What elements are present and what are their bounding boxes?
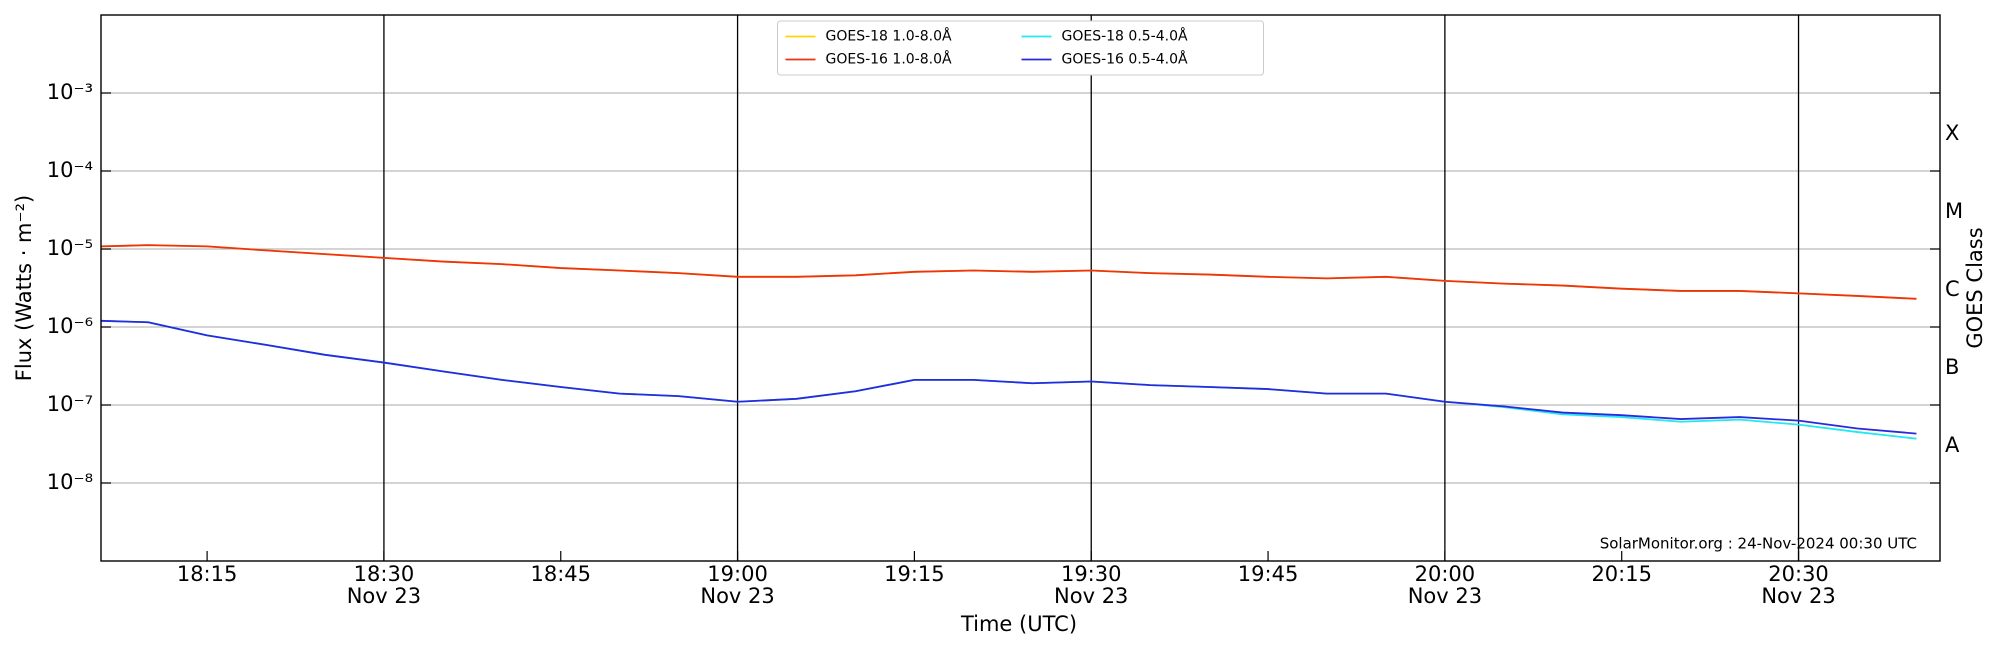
series-line: [100, 319, 1917, 440]
x-tick-label: 18:15: [177, 562, 238, 586]
annotation: SolarMonitor.org : 24-Nov-2024 00:30 UTC: [1600, 535, 1917, 553]
legend: GOES-18 1.0-8.0Å GOES-16 1.0-8.0Å GOES-18 …: [777, 20, 1264, 76]
x-tick-label: 18:45: [530, 562, 591, 586]
x-tick-label: 19:15: [884, 562, 945, 586]
x-tick-label: 19:00: [707, 562, 768, 586]
y-tick-label: 10⁻⁴: [47, 158, 93, 182]
x-tick-label: 20:00: [1415, 562, 1476, 586]
series-line: [100, 244, 1917, 300]
y-tick-label: 10⁻⁸: [47, 470, 93, 494]
x-tick-label: 19:30: [1061, 562, 1122, 586]
x-tick-label: 20:15: [1591, 562, 1652, 586]
x-tick-date: Nov 23: [1054, 584, 1128, 608]
legend-label: GOES-16 0.5-4.0Å: [1062, 51, 1188, 68]
x-tick-label: 19:45: [1238, 562, 1299, 586]
y2-tick-label: M: [1945, 199, 1963, 223]
x-tick-date: Nov 23: [1761, 584, 1835, 608]
plot-frame: [100, 14, 1941, 562]
x-tick-date: Nov 23: [1408, 584, 1482, 608]
legend-label: GOES-18 1.0-8.0Å: [826, 28, 952, 45]
series-line: [100, 319, 1917, 435]
y-axis-label: Flux (Watts · m⁻²): [12, 195, 36, 381]
y2-tick-label: C: [1945, 277, 1960, 301]
y2-axis-label: GOES Class: [1963, 227, 1987, 348]
y2-tick-label: X: [1945, 121, 1959, 145]
legend-label: GOES-16 1.0-8.0Å: [826, 51, 952, 68]
y2-tick-label: A: [1945, 433, 1960, 457]
x-tick-label: 18:30: [354, 562, 415, 586]
y-tick-label: 10⁻³: [47, 80, 93, 104]
y2-tick-label: B: [1945, 355, 1959, 379]
y-tick-label: 10⁻⁶: [47, 314, 93, 338]
y-tick-label: 10⁻⁵: [47, 236, 93, 260]
y-tick-label: 10⁻⁷: [47, 392, 93, 416]
x-tick-label: 20:30: [1768, 562, 1829, 586]
x-tick-date: Nov 23: [347, 584, 421, 608]
x-axis-label: Time (UTC): [960, 612, 1077, 636]
legend-label: GOES-18 0.5-4.0Å: [1062, 28, 1188, 45]
x-tick-date: Nov 23: [700, 584, 774, 608]
legend-box: [777, 20, 1264, 76]
